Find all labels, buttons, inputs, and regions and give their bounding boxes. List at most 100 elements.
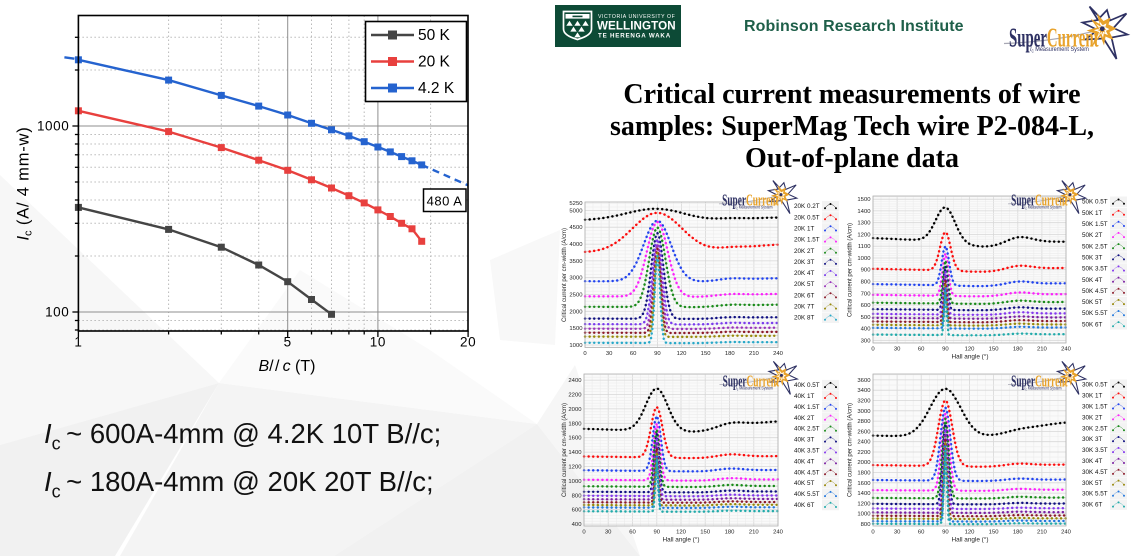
svg-text:Critical current per cm-width: Critical current per cm-width (A/cm) [562, 228, 568, 322]
svg-text:40K 4.5T: 40K 4.5T [794, 469, 820, 476]
svg-text:5: 5 [284, 335, 292, 350]
svg-text:3600: 3600 [857, 378, 871, 384]
svg-text:40K 3T: 40K 3T [794, 437, 814, 444]
svg-text:3000: 3000 [569, 276, 583, 282]
svg-text:0: 0 [582, 530, 586, 536]
svg-text:30K 2T: 30K 2T [1082, 414, 1102, 421]
svg-text:2200: 2200 [568, 393, 582, 399]
svg-text:20 K: 20 K [418, 54, 451, 71]
svg-text:240: 240 [1061, 530, 1072, 536]
svg-text:30: 30 [605, 530, 612, 536]
svg-text:Critical current per cm-width: Critical current per cm-width (A/cm) [848, 403, 854, 497]
svg-text:2200: 2200 [857, 450, 871, 456]
svg-text:1800: 1800 [568, 421, 582, 427]
svg-text:50 K: 50 K [418, 27, 451, 44]
svg-text:240: 240 [1061, 347, 1072, 353]
svg-text:30K 1.5T: 30K 1.5T [1082, 404, 1108, 411]
svg-text:90: 90 [654, 351, 661, 357]
svg-text:1400: 1400 [857, 491, 871, 497]
svg-text:20K 5T: 20K 5T [794, 281, 814, 288]
svg-text:180: 180 [725, 351, 736, 357]
svg-text:180: 180 [1013, 530, 1024, 536]
svg-text:30K 3T: 30K 3T [1082, 436, 1102, 443]
svg-text:TE HERENGA WAKA: TE HERENGA WAKA [598, 33, 671, 40]
svg-text:20K 8T: 20K 8T [794, 315, 814, 322]
svg-text:1300: 1300 [857, 221, 871, 227]
svg-text:90: 90 [942, 530, 949, 536]
svg-text:90: 90 [654, 530, 661, 536]
svg-text:40K 4T: 40K 4T [794, 458, 814, 465]
svg-text:Critical current per cm-width: Critical current per cm-width (A/cm) [562, 403, 568, 497]
svg-text:50K 4T: 50K 4T [1082, 277, 1102, 284]
svg-text:1600: 1600 [857, 481, 871, 487]
svg-text:20K 0.2T: 20K 0.2T [794, 203, 820, 210]
svg-text:50K 6T: 50K 6T [1082, 321, 1102, 328]
svg-text:2400: 2400 [857, 440, 871, 446]
svg-text:100: 100 [45, 305, 69, 320]
svg-text:30K 1T: 30K 1T [1082, 393, 1102, 400]
svg-text:120: 120 [677, 351, 688, 357]
svg-text:Hall angle (°): Hall angle (°) [951, 353, 988, 361]
svg-text:4000: 4000 [569, 242, 583, 248]
svg-text:30K 2.5T: 30K 2.5T [1082, 425, 1108, 432]
svg-text:1000: 1000 [568, 479, 582, 485]
svg-text:50K 3T: 50K 3T [1082, 254, 1102, 261]
svg-text:30K 6T: 30K 6T [1082, 502, 1102, 509]
svg-text:4.2 K: 4.2 K [418, 80, 455, 97]
svg-text:600: 600 [572, 508, 583, 514]
svg-text:90: 90 [942, 347, 949, 353]
svg-text:1000: 1000 [857, 256, 871, 262]
svg-text:50K 1.5T: 50K 1.5T [1082, 221, 1108, 228]
svg-text:30: 30 [606, 351, 613, 357]
svg-text:400: 400 [572, 522, 583, 528]
svg-text:50K 4.5T: 50K 4.5T [1082, 288, 1108, 295]
svg-text:30: 30 [894, 530, 901, 536]
svg-text:Hall angle (°): Hall angle (°) [662, 536, 699, 544]
svg-text:2800: 2800 [857, 419, 871, 425]
svg-text:Ic (A/ 4 mm-w): Ic (A/ 4 mm-w) [15, 126, 35, 240]
svg-text:40K 0.5T: 40K 0.5T [794, 382, 820, 389]
svg-text:500: 500 [861, 315, 872, 321]
svg-text:50K 5T: 50K 5T [1082, 299, 1102, 306]
svg-text:20K 0.5T: 20K 0.5T [794, 214, 820, 221]
svg-text:40K 2T: 40K 2T [794, 415, 814, 422]
svg-text:3000: 3000 [857, 409, 871, 415]
svg-text:50K 0.5T: 50K 0.5T [1082, 199, 1108, 206]
svg-text:3400: 3400 [857, 388, 871, 394]
svg-text:40K 3.5T: 40K 3.5T [794, 448, 820, 455]
svg-text:30K 0.5T: 30K 0.5T [1082, 382, 1108, 389]
svg-text:20K 6T: 20K 6T [794, 292, 814, 299]
svg-text:1200: 1200 [857, 501, 871, 507]
svg-text:5000: 5000 [569, 208, 583, 214]
svg-text:1000: 1000 [857, 512, 871, 518]
svg-text:800: 800 [861, 522, 872, 528]
svg-text:700: 700 [861, 291, 872, 297]
svg-text:3200: 3200 [857, 399, 871, 405]
svg-text:1400: 1400 [857, 209, 871, 215]
svg-text:20K 1.5T: 20K 1.5T [794, 237, 820, 244]
svg-text:B/ / c (T): B/ / c (T) [259, 358, 316, 375]
svg-text:20K 1T: 20K 1T [794, 226, 814, 233]
svg-text:1400: 1400 [568, 450, 582, 456]
svg-text:210: 210 [749, 530, 760, 536]
svg-text:400: 400 [861, 327, 872, 333]
svg-text:240: 240 [773, 351, 784, 357]
svg-text:150: 150 [989, 530, 1000, 536]
svg-text:40K 6T: 40K 6T [794, 502, 814, 509]
svg-text:150: 150 [700, 530, 711, 536]
svg-text:20K 3T: 20K 3T [794, 259, 814, 266]
svg-text:50K 2T: 50K 2T [1082, 232, 1102, 239]
svg-text:1000: 1000 [37, 119, 69, 134]
svg-text:60: 60 [918, 347, 925, 353]
svg-text:800: 800 [861, 280, 872, 286]
svg-text:20K 7T: 20K 7T [794, 304, 814, 311]
svg-text:30K 5.5T: 30K 5.5T [1082, 491, 1108, 498]
svg-text:30K 3.5T: 30K 3.5T [1082, 447, 1108, 454]
svg-text:40K 1T: 40K 1T [794, 393, 814, 400]
svg-text:180: 180 [1013, 347, 1024, 353]
svg-text:50K 5.5T: 50K 5.5T [1082, 310, 1108, 317]
svg-text:1200: 1200 [857, 233, 871, 239]
svg-text:150: 150 [701, 351, 712, 357]
svg-text:Hall angle (°): Hall angle (°) [951, 536, 988, 544]
svg-text:0: 0 [583, 351, 587, 357]
